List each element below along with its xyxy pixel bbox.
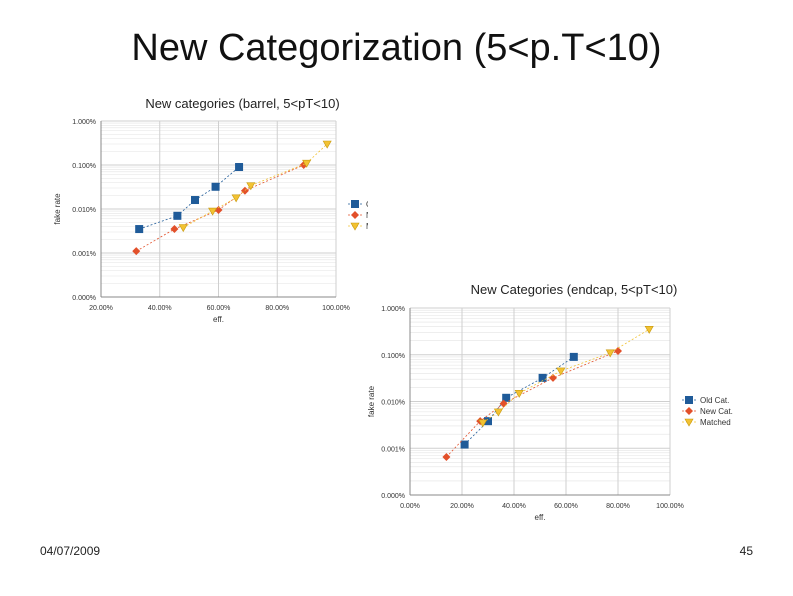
barrel-legend-marker-old: [351, 200, 359, 208]
endcap-y-tick-label: 0.000%: [381, 493, 405, 500]
barrel-y-tick-label: 0.001%: [72, 251, 96, 258]
endcap-legend-label-matched: Matched: [700, 418, 731, 427]
endcap-matched-point: [556, 367, 566, 376]
endcap-y-tick-label: 0.100%: [381, 353, 405, 360]
endcap-chart-svg: New Categories (endcap, 5<pT<10) 1.000% 0.…: [367, 282, 733, 522]
endcap-x-tick-label: 0.00%: [400, 503, 420, 510]
endcap-y-tick-label: 0.001%: [381, 446, 405, 453]
barrel-legend-label-matched: Matched: [366, 222, 368, 231]
endcap-old-point: [484, 417, 492, 426]
barrel-legend-label-new: New Cat.: [366, 211, 368, 220]
endcap-new-point: [614, 347, 622, 356]
endcap-matched-point: [478, 419, 488, 428]
barrel-old-point: [235, 163, 244, 172]
barrel-x-tick-label: 60.00%: [207, 305, 231, 312]
barrel-x-tick-label: 40.00%: [148, 305, 172, 312]
barrel-matched-point: [322, 140, 332, 149]
endcap-legend-marker-matched: [684, 418, 694, 427]
endcap-matched-point: [644, 326, 654, 334]
barrel-new-point: [240, 186, 249, 195]
endcap-legend-label-new: New Cat.: [700, 407, 733, 416]
barrel-y-axis-label: fake rate: [53, 193, 62, 225]
barrel-old-series-line: [139, 166, 240, 230]
endcap-x-tick-label: 20.00%: [450, 503, 474, 510]
barrel-legend-marker-matched: [350, 222, 360, 231]
barrel-matched-point: [302, 159, 312, 168]
endcap-legend-marker-new: [685, 407, 693, 415]
endcap-new-point: [442, 452, 451, 461]
barrel-x-axis-label: eff.: [213, 315, 224, 324]
endcap-chart-title: New Categories (endcap, 5<pT<10): [471, 282, 678, 297]
slide-title: New Categorization (5<p.T<10): [131, 27, 662, 69]
barrel-y-tick-label: 1.000%: [72, 119, 96, 126]
endcap-legend-label-old: Old Cat.: [700, 396, 729, 405]
endcap-y-tick-label: 1.000%: [381, 306, 405, 313]
endcap-x-tick-label: 80.00%: [606, 503, 630, 510]
footer-date: 04/07/2009: [40, 544, 101, 558]
barrel-x-tick-label: 20.00%: [89, 305, 113, 312]
barrel-y-tick-label: 0.100%: [72, 163, 96, 170]
barrel-old-point: [173, 211, 182, 220]
endcap-matched-point: [605, 349, 615, 358]
barrel-new-point: [170, 225, 179, 234]
endcap-y-axis-label: fake rate: [367, 385, 376, 417]
barrel-chart-svg: New categories (barrel, 5<pT<10) 1.000% 0.…: [53, 96, 399, 324]
barrel-y-tick-label: 0.000%: [72, 295, 96, 302]
barrel-legend-label-old: Old Cat.: [366, 200, 368, 209]
endcap-new-point: [549, 373, 557, 382]
barrel-matched-point: [178, 224, 188, 233]
barrel-old-point: [211, 182, 220, 191]
endcap-x-tick-label: 40.00%: [502, 503, 526, 510]
endcap-x-tick-label: 100.00%: [656, 503, 684, 510]
barrel-chart: New categories (barrel, 5<pT<10) 1.000% 0.…: [48, 90, 399, 335]
barrel-y-tick-label: 0.010%: [72, 207, 96, 214]
endcap-old-point: [460, 440, 469, 449]
barrel-new-point: [132, 247, 141, 256]
endcap-x-tick-label: 60.00%: [554, 503, 578, 510]
barrel-old-point: [135, 225, 144, 234]
endcap-y-tick-label: 0.010%: [381, 400, 405, 407]
endcap-old-point: [538, 373, 547, 382]
barrel-matched-point: [246, 182, 256, 191]
endcap-chart: New Categories (endcap, 5<pT<10) 1.000% 0.…: [358, 278, 748, 533]
barrel-matched-point: [208, 207, 218, 216]
endcap-legend-marker-old: [685, 396, 693, 404]
barrel-chart-title: New categories (barrel, 5<pT<10): [145, 96, 339, 111]
page-number: 45: [739, 544, 753, 558]
barrel-matched-point: [231, 194, 241, 203]
barrel-legend-marker-new: [351, 211, 359, 219]
endcap-old-point: [569, 352, 578, 361]
barrel-old-point: [191, 196, 199, 205]
endcap-x-axis-label: eff.: [535, 513, 546, 522]
endcap-old-point: [502, 393, 511, 402]
barrel-x-tick-label: 100.00%: [322, 305, 350, 312]
endcap-matched-point: [514, 389, 524, 398]
barrel-x-tick-label: 80.00%: [265, 305, 289, 312]
endcap-old-series-line: [464, 356, 575, 445]
endcap-matched-point: [493, 408, 503, 417]
endcap-new-series-line: [446, 350, 619, 458]
